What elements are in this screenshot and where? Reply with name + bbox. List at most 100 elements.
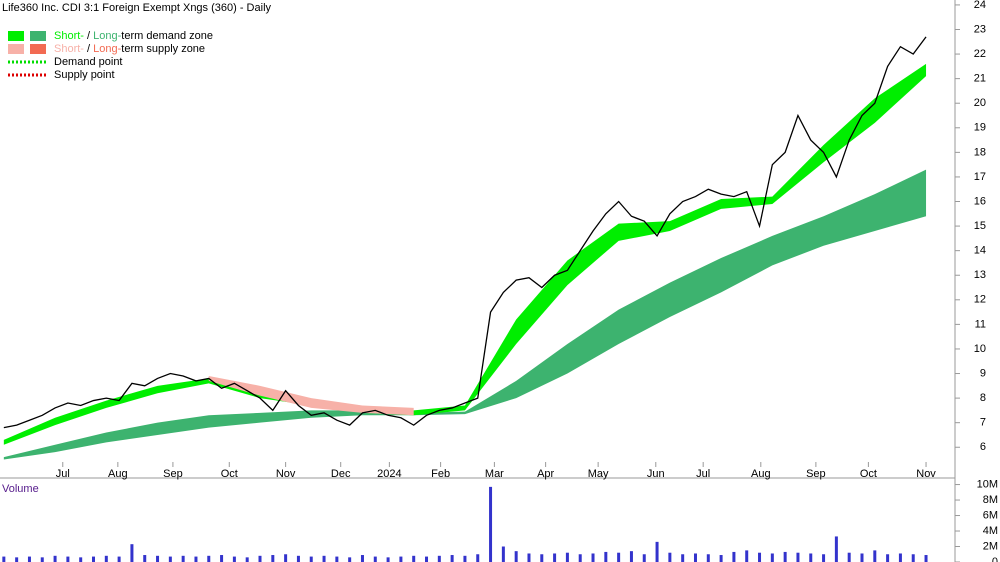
legend-label: Short- / Long-term demand zone (54, 30, 213, 42)
volume-bar (540, 554, 544, 562)
x-tick-label: May (588, 468, 609, 480)
y-tick-label: 18 (974, 146, 986, 158)
volume-bar (373, 556, 377, 562)
volume-bar (578, 554, 582, 562)
volume-bar (360, 555, 364, 562)
legend-text: term supply zone (121, 43, 205, 55)
volume-bar (501, 546, 505, 562)
volume-bar (66, 556, 70, 562)
volume-bar (194, 556, 198, 562)
volume-bar (130, 544, 134, 562)
legend-swatch (30, 31, 46, 41)
volume-bar (296, 555, 300, 562)
volume-bar (322, 555, 326, 562)
volume-bar (437, 555, 441, 562)
volume-bar (591, 553, 595, 562)
volume-bar (412, 555, 416, 562)
volume-bar (399, 556, 403, 562)
volume-bar (104, 555, 108, 562)
y-tick-label: 24 (974, 0, 986, 11)
volume-bar (924, 555, 928, 562)
x-tick-label: Apr (537, 468, 554, 480)
x-tick-label: Sep (163, 468, 183, 480)
chart-title: Life360 Inc. CDI 3:1 Foreign Exempt Xngs… (2, 2, 272, 14)
volume-tick-label: 0 (992, 556, 998, 562)
volume-bar (232, 556, 236, 562)
legend-text: term demand zone (121, 30, 213, 42)
legend-label: Supply point (54, 69, 115, 81)
volume-bar (463, 555, 467, 562)
x-tick-label: Nov (276, 468, 296, 480)
legend-text: Short- (54, 30, 84, 42)
volume-bar (629, 551, 633, 562)
volume-bar (617, 552, 621, 562)
y-tick-label: 12 (974, 294, 986, 306)
volume-bar (770, 553, 774, 562)
x-tick-label: Oct (221, 468, 238, 480)
y-tick-label: 20 (974, 97, 986, 109)
volume-bar (642, 554, 646, 562)
volume-bar (181, 555, 185, 562)
volume-bar (834, 536, 838, 562)
x-tick-label: 2024 (377, 468, 401, 480)
y-tick-label: 13 (974, 269, 986, 281)
x-tick-label: Jul (696, 468, 710, 480)
volume-bar (681, 554, 685, 562)
volume-tick-label: 6M (983, 509, 998, 521)
volume-bar (847, 552, 851, 562)
volume-bar (873, 550, 877, 562)
volume-bar (258, 555, 262, 562)
volume-bar (898, 553, 902, 562)
volume-bar (168, 556, 172, 562)
legend-text: / (84, 43, 93, 55)
y-tick-label: 17 (974, 171, 986, 183)
volume-bar (450, 555, 454, 562)
volume-bar (693, 553, 697, 562)
y-tick-label: 6 (980, 441, 986, 453)
volume-bar (92, 556, 95, 562)
y-tick-label: 15 (974, 220, 986, 232)
zone-band (3, 63, 927, 445)
y-tick-label: 7 (980, 417, 986, 429)
volume-bar (143, 555, 147, 562)
volume-bar (796, 552, 800, 562)
volume-bar (156, 555, 160, 562)
x-tick-label: Mar (485, 468, 504, 480)
volume-bar (886, 554, 890, 562)
volume-tick-label: 2M (983, 540, 998, 552)
volume-bar (348, 557, 352, 562)
volume-tick-label: 10M (977, 478, 998, 490)
volume-bar (489, 486, 493, 562)
x-tick-label: Nov (916, 468, 936, 480)
legend-swatch (8, 31, 24, 41)
volume-bar (553, 553, 557, 562)
x-tick-label: Dec (331, 468, 351, 480)
volume-bar (271, 555, 275, 562)
volume-bar (27, 556, 31, 562)
volume-bar (758, 552, 762, 562)
zone-band (3, 169, 927, 460)
legend-text: Long- (93, 30, 121, 42)
y-tick-label: 10 (974, 343, 986, 355)
volume-bar (15, 557, 19, 562)
volume-bar (732, 551, 736, 562)
volume-bar (284, 554, 288, 562)
y-tick-label: 11 (975, 318, 986, 330)
x-tick-label: Feb (431, 468, 450, 480)
legend-text: / (84, 30, 93, 42)
volume-bar (719, 555, 723, 562)
volume-bar (2, 556, 6, 562)
volume-bar (860, 553, 864, 562)
volume-bar (245, 557, 249, 562)
volume-label: Volume (2, 483, 39, 495)
x-tick-label: Jul (56, 468, 70, 480)
y-tick-label: 8 (980, 392, 986, 404)
legend-text: Long- (93, 43, 121, 55)
y-tick-label: 21 (974, 73, 986, 85)
volume-tick-label: 8M (983, 494, 998, 506)
volume-bar (745, 550, 749, 562)
volume-bar (809, 553, 813, 562)
volume-bar (117, 556, 121, 562)
legend-swatch (30, 44, 46, 54)
